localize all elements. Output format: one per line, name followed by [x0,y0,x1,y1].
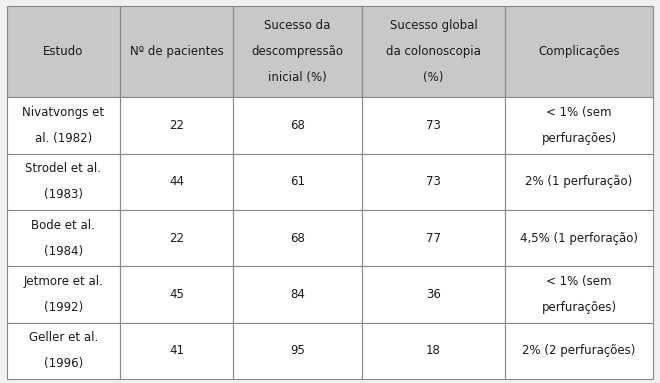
Bar [7,97,120,154]
Text: 2% (2 perfurações): 2% (2 perfurações) [522,344,636,357]
Text: 22: 22 [169,232,184,245]
Bar [233,6,362,97]
Bar [505,323,653,379]
Text: 95: 95 [290,344,305,357]
Text: 41: 41 [169,344,184,357]
Text: Jetmore et al.

(1992): Jetmore et al. (1992) [23,275,103,314]
Text: Complicações: Complicações [538,45,620,58]
Bar [120,97,233,154]
Bar [120,267,233,323]
Text: < 1% (sem

perfurações): < 1% (sem perfurações) [541,275,616,314]
Text: Estudo: Estudo [43,45,83,58]
Text: 45: 45 [169,288,184,301]
Text: Bode et al.

(1984): Bode et al. (1984) [31,219,95,258]
Text: 68: 68 [290,232,305,245]
Bar [362,210,505,267]
Bar [120,6,233,97]
Text: 44: 44 [169,175,184,188]
Text: 73: 73 [426,175,441,188]
Text: Strodel et al.

(1983): Strodel et al. (1983) [25,162,101,201]
Bar [7,267,120,323]
Text: Nº de pacientes: Nº de pacientes [129,45,223,58]
Text: Geller et al.

(1996): Geller et al. (1996) [28,331,98,370]
Text: 22: 22 [169,119,184,132]
Bar [120,154,233,210]
Bar [505,6,653,97]
Bar [362,154,505,210]
Text: Sucesso da

descompressão

inicial (%): Sucesso da descompressão inicial (%) [251,19,344,84]
Bar [505,267,653,323]
Bar [505,210,653,267]
Bar [7,323,120,379]
Bar [505,154,653,210]
Text: 18: 18 [426,344,441,357]
Bar [7,210,120,267]
Bar [120,210,233,267]
Bar [233,210,362,267]
Bar [362,267,505,323]
Text: 73: 73 [426,119,441,132]
Bar [120,323,233,379]
Bar [362,6,505,97]
Bar [233,154,362,210]
Text: 84: 84 [290,288,305,301]
Bar [7,154,120,210]
Text: 36: 36 [426,288,441,301]
Text: 61: 61 [290,175,305,188]
Text: 68: 68 [290,119,305,132]
Text: < 1% (sem

perfurações): < 1% (sem perfurações) [541,106,616,145]
Bar [362,97,505,154]
Text: Nivatvongs et

al. (1982): Nivatvongs et al. (1982) [22,106,104,145]
Text: Sucesso global

da colonoscopia

(%): Sucesso global da colonoscopia (%) [386,19,481,84]
Bar [233,323,362,379]
Bar [233,267,362,323]
Text: 4,5% (1 perforação): 4,5% (1 perforação) [520,232,638,245]
Text: 2% (1 perfuração): 2% (1 perfuração) [525,175,633,188]
Text: 77: 77 [426,232,441,245]
Bar [7,6,120,97]
Bar [362,323,505,379]
Bar [505,97,653,154]
Bar [233,97,362,154]
